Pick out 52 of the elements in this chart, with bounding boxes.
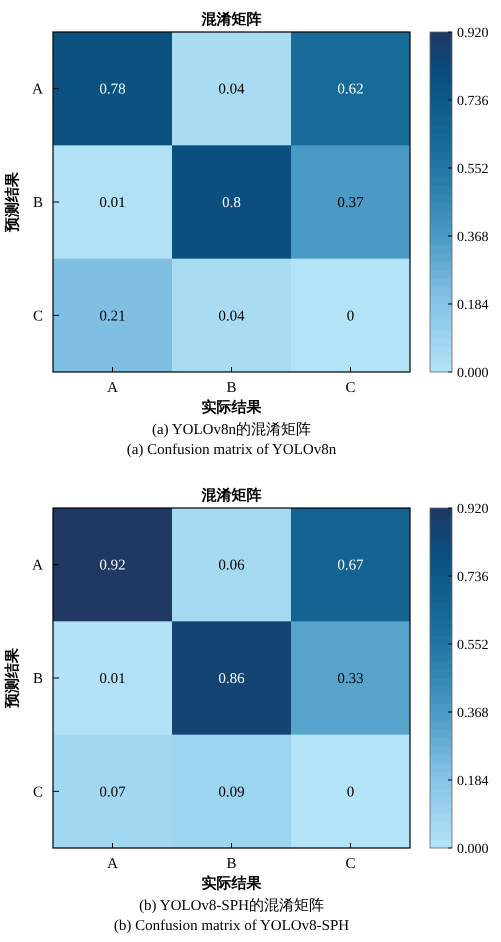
x-tick-label: B xyxy=(226,856,237,872)
data-label: 0.04 xyxy=(218,82,246,98)
color-bar-label: 0.184 xyxy=(457,774,488,789)
data-label: 0 xyxy=(346,784,354,800)
color-bar-label: 0.920 xyxy=(457,26,488,41)
data-label: 0.09 xyxy=(218,784,245,800)
y-tick-label: C xyxy=(32,784,43,800)
y-tick-label: B xyxy=(32,195,43,211)
data-label: 0.8 xyxy=(222,195,241,211)
color-bar-label: 0.184 xyxy=(457,298,488,313)
y-tick-label: A xyxy=(32,558,44,574)
data-label: 0.78 xyxy=(99,82,126,98)
y-axis-title: 预测结果 xyxy=(4,647,21,709)
data-label: 0.21 xyxy=(99,308,126,324)
data-label: 0.67 xyxy=(337,558,364,574)
data-label: 0 xyxy=(346,308,354,324)
color-bar-label: 0.920 xyxy=(457,502,488,517)
x-tick-label: A xyxy=(107,380,118,396)
y-tick-label: B xyxy=(32,671,43,687)
data-label: 0.33 xyxy=(337,671,364,687)
data-label: 0.01 xyxy=(99,195,126,211)
data-label: 0.86 xyxy=(218,671,246,687)
data-label: 0.92 xyxy=(99,558,126,574)
data-label: 0.06 xyxy=(218,558,246,574)
color-bar-label: 0.736 xyxy=(457,94,488,109)
x-tick-label: C xyxy=(345,380,356,396)
data-label: 0.62 xyxy=(337,82,364,98)
text: (b) Confusion matrix of YOLOv8-SPH xyxy=(114,918,350,934)
x-tick-label: B xyxy=(226,380,237,396)
color-bar-label: 0.552 xyxy=(457,638,488,653)
color-bar-label: 0.368 xyxy=(457,706,488,721)
color-bar-label: 0.000 xyxy=(457,366,488,381)
text: (b) YOLOv8-SPH的混淆矩阵 xyxy=(139,897,324,914)
x-tick-label: A xyxy=(107,856,118,872)
x-axis-title: 实际结果 xyxy=(202,398,262,416)
data-label: 0.04 xyxy=(218,308,246,324)
chart-title: 混淆矩阵 xyxy=(200,11,262,28)
data-label: 0.01 xyxy=(99,671,126,687)
text: (a) Confusion matrix of YOLOv8n xyxy=(126,442,337,458)
y-tick-label: A xyxy=(32,82,44,98)
text: (a) YOLOv8n的混淆矩阵 xyxy=(152,421,312,438)
x-axis-title: 实际结果 xyxy=(202,874,262,892)
y-tick-label: C xyxy=(32,308,43,324)
color-bar-label: 0.736 xyxy=(457,570,488,585)
y-axis-title: 预测结果 xyxy=(4,171,21,233)
data-label: 0.07 xyxy=(99,784,126,800)
x-tick-label: C xyxy=(345,856,356,872)
color-bar-label: 0.552 xyxy=(457,162,488,177)
color-bar-label: 0.000 xyxy=(457,842,488,857)
chart-title: 混淆矩阵 xyxy=(200,487,262,504)
color-bar-label: 0.368 xyxy=(457,230,488,245)
data-label: 0.37 xyxy=(337,195,364,211)
